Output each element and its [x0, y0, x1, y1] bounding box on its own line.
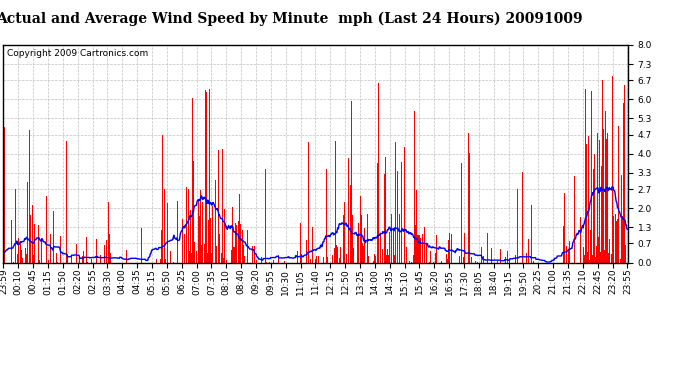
Text: Actual and Average Wind Speed by Minute  mph (Last 24 Hours) 20091009: Actual and Average Wind Speed by Minute …	[0, 11, 583, 26]
Text: Copyright 2009 Cartronics.com: Copyright 2009 Cartronics.com	[7, 50, 148, 58]
